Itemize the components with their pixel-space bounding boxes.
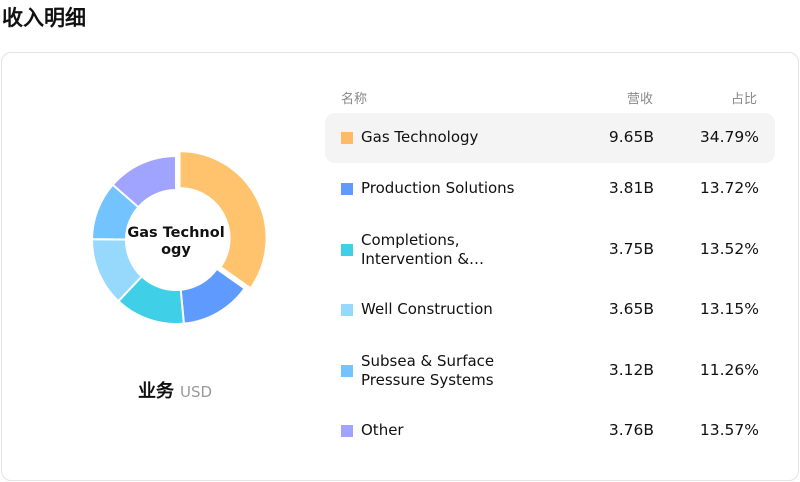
row-name: Gas Technology [361, 128, 479, 146]
row-revenue: 3.75B [608, 240, 654, 258]
row-revenue: 9.65B [608, 128, 654, 146]
donut-slice-gas-technology[interactable] [178, 150, 268, 290]
legend-swatch [341, 244, 353, 256]
row-share: 34.79% [699, 128, 759, 146]
table-row[interactable]: Other 3.76B 13.57% [325, 406, 775, 456]
row-share: 11.26% [699, 361, 759, 379]
donut-slice-other[interactable] [111, 154, 177, 209]
row-share: 13.57% [699, 421, 759, 439]
header-revenue: 营收 [627, 92, 654, 107]
row-name: Subsea & Surface Pressure Systems [361, 352, 495, 389]
row-name: Production Solutions [361, 179, 515, 197]
row-name: Completions, Intervention &… [361, 231, 485, 268]
header-name: 名称 [341, 92, 368, 107]
row-revenue: 3.76B [608, 421, 654, 439]
table-row[interactable]: Subsea & Surface Pressure Systems 3.12B … [325, 346, 775, 396]
legend-swatch [341, 425, 353, 437]
row-revenue: 3.12B [608, 361, 654, 379]
revenue-card [1, 52, 799, 481]
row-name: Well Construction [361, 300, 493, 318]
caption-unit: USD [179, 383, 213, 401]
legend-swatch [341, 304, 353, 316]
table-row[interactable]: Gas Technology 9.65B 34.79% [325, 113, 775, 163]
table-row[interactable]: Production Solutions 3.81B 13.72% [325, 164, 775, 214]
row-revenue: 3.65B [608, 300, 654, 318]
caption-main: 业务 [137, 381, 174, 402]
row-share: 13.52% [699, 240, 759, 258]
legend-swatch [341, 365, 353, 377]
legend-swatch [341, 132, 353, 144]
header-share: 占比 [731, 92, 758, 107]
legend-swatch [341, 183, 353, 195]
table-row[interactable]: Completions, Intervention &… 3.75B 13.52… [325, 225, 775, 275]
table-row[interactable]: Well Construction 3.65B 13.15% [325, 285, 775, 335]
donut-center-label: Gas Technology [127, 225, 225, 258]
chart-caption: 业务 USD [0, 377, 350, 403]
row-revenue: 3.81B [608, 179, 654, 197]
row-share: 13.15% [699, 300, 759, 318]
page-title: 收入明细 [2, 6, 86, 30]
row-share: 13.72% [699, 179, 759, 197]
row-name: Other [361, 421, 404, 439]
donut-chart [90, 150, 268, 325]
